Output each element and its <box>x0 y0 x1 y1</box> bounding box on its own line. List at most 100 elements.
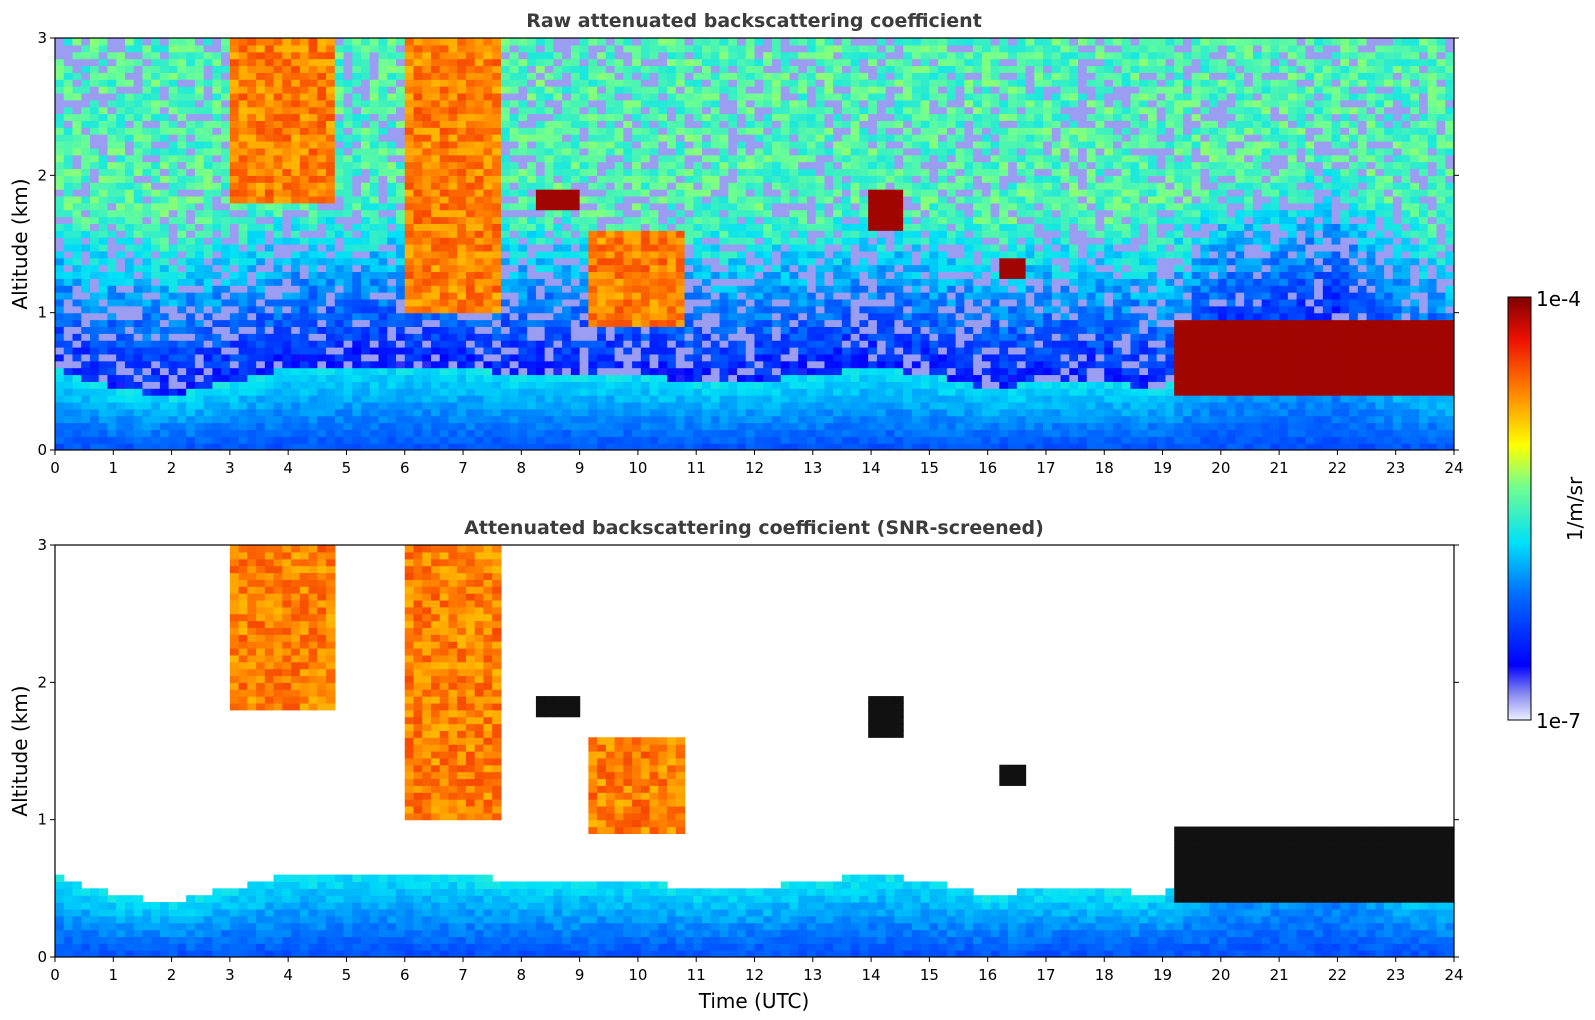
heatmap-cell <box>282 347 292 355</box>
heatmap-cell <box>361 175 371 183</box>
heatmap-cell <box>693 216 703 224</box>
heatmap-cell <box>614 340 624 348</box>
heatmap-cell <box>291 202 301 211</box>
heatmap-cell <box>369 285 380 293</box>
heatmap-cell <box>291 86 301 94</box>
heatmap-cell <box>535 134 546 142</box>
heatmap-cell <box>151 319 161 327</box>
heatmap-cell <box>264 154 275 163</box>
heatmap-cell <box>728 44 738 53</box>
heatmap-cell <box>404 141 415 149</box>
heatmap-cell <box>326 134 336 142</box>
heatmap-cell <box>465 292 476 300</box>
heatmap-cell <box>448 353 458 362</box>
heatmap-cell <box>334 340 345 348</box>
heatmap-cell <box>667 367 677 376</box>
heatmap-cell <box>291 408 301 417</box>
heatmap-cell <box>229 202 240 211</box>
heatmap-cell <box>597 92 607 101</box>
heatmap-cell <box>763 312 773 321</box>
heatmap-cell <box>457 230 467 238</box>
heatmap-cell <box>98 347 109 355</box>
heatmap-cell <box>124 415 135 424</box>
heatmap-cell <box>439 99 450 108</box>
heatmap-cell <box>98 340 109 348</box>
heatmap-cell <box>535 244 546 252</box>
heatmap-cell <box>430 44 441 53</box>
heatmap-cell <box>754 388 764 396</box>
heatmap-cell <box>430 408 441 417</box>
heatmap-cell <box>439 347 450 355</box>
heatmap-cell <box>343 285 353 293</box>
heatmap-cell <box>632 271 642 279</box>
heatmap-cell <box>98 415 109 424</box>
heatmap-cell <box>667 38 677 46</box>
heatmap-cell <box>527 223 537 231</box>
heatmap-cell <box>291 415 301 424</box>
heatmap-cell <box>107 347 117 355</box>
heatmap-cell <box>632 106 642 115</box>
heatmap-cell <box>649 195 659 204</box>
heatmap-cell <box>159 374 170 382</box>
heatmap-cell <box>238 120 248 128</box>
heatmap-cell <box>588 175 598 183</box>
heatmap-cell <box>422 347 432 355</box>
heatmap-cell <box>693 347 703 355</box>
heatmap-cell <box>378 127 388 135</box>
heatmap-cell <box>55 285 65 293</box>
heatmap-cell <box>221 244 231 252</box>
heatmap-cell <box>55 415 65 424</box>
heatmap-cell <box>343 99 353 108</box>
heatmap-cell <box>640 134 651 142</box>
heatmap-cell <box>212 72 222 80</box>
heatmap-cell <box>579 436 589 444</box>
heatmap-cell <box>675 51 686 60</box>
heatmap-cell <box>291 278 301 286</box>
heatmap-cell <box>168 230 179 238</box>
heatmap-cell <box>675 141 686 149</box>
heatmap-cell <box>396 141 406 149</box>
heatmap-cell <box>186 168 196 176</box>
heatmap-cell <box>317 264 327 273</box>
heatmap-cell <box>535 298 546 307</box>
heatmap-cell <box>518 278 528 286</box>
heatmap-cell <box>334 223 345 231</box>
heatmap-cell <box>107 127 117 135</box>
heatmap-cell <box>326 86 336 94</box>
heatmap-cell <box>282 340 292 348</box>
heatmap-cell <box>492 230 502 238</box>
heatmap-cell <box>649 216 659 224</box>
heatmap-cell <box>212 257 222 266</box>
heatmap-cell <box>247 443 257 450</box>
heatmap-cell <box>675 134 686 142</box>
heatmap-cell <box>133 141 144 149</box>
heatmap-cell <box>133 285 144 293</box>
heatmap-cell <box>553 422 563 430</box>
heatmap-cell <box>737 443 747 450</box>
heatmap-cell <box>116 360 126 369</box>
heatmap-cell <box>194 127 205 135</box>
heatmap-cell <box>658 326 668 334</box>
heatmap-cell <box>177 298 187 307</box>
heatmap-cell <box>334 216 345 224</box>
heatmap-cell <box>553 443 563 450</box>
heatmap-cell <box>177 285 187 293</box>
heatmap-cell <box>737 312 747 321</box>
heatmap-cell <box>221 443 231 450</box>
heatmap-cell <box>63 58 74 67</box>
heatmap-cell <box>588 367 598 376</box>
heatmap-cell <box>229 326 240 334</box>
heatmap-cell <box>509 429 520 437</box>
heatmap-cell <box>771 106 782 115</box>
heatmap-cell <box>63 305 74 314</box>
heatmap-cell <box>518 374 528 382</box>
heatmap-cell <box>702 86 712 94</box>
heatmap-cell <box>212 408 222 417</box>
heatmap-cell <box>229 312 240 321</box>
heatmap-cell <box>518 395 528 403</box>
heatmap-cell <box>124 388 135 396</box>
heatmap-cell <box>387 257 397 266</box>
heatmap-cell <box>282 264 292 273</box>
heatmap-cell <box>369 154 380 163</box>
heatmap-cell <box>457 120 467 128</box>
